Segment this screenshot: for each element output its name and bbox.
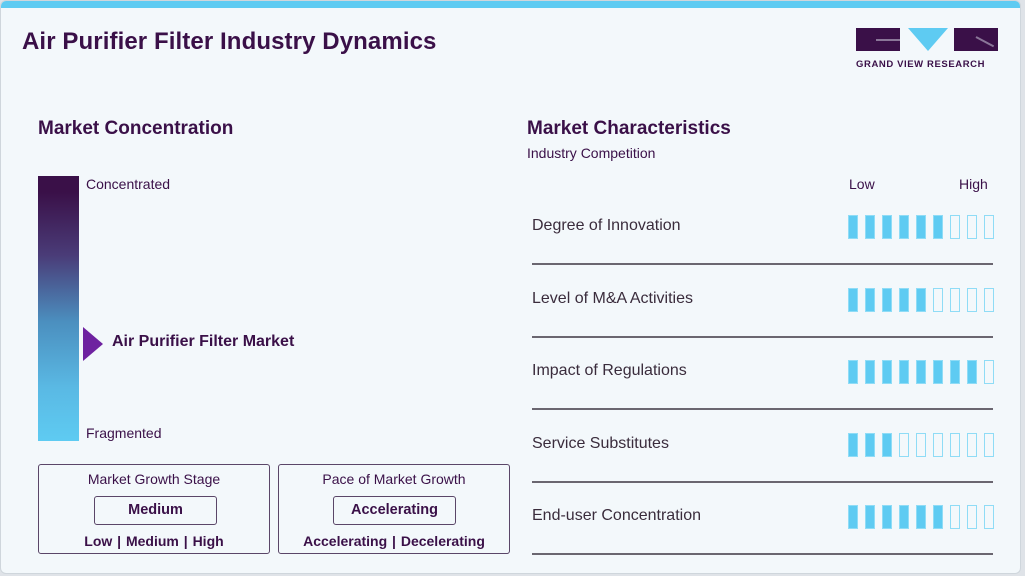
growth-stage-value: Medium (94, 496, 217, 525)
level-bar-empty-icon (984, 215, 994, 239)
level-bar-filled-icon (933, 215, 943, 239)
level-bar-filled-icon (882, 215, 892, 239)
level-bar-filled-icon (916, 288, 926, 312)
row-divider (532, 408, 993, 410)
level-bar-filled-icon (950, 360, 960, 384)
market-concentration-title: Market Concentration (38, 118, 234, 139)
logo-v-triangle-icon (908, 28, 948, 51)
level-bar-filled-icon (848, 505, 858, 529)
industry-competition-subtitle: Industry Competition (527, 145, 656, 161)
level-bar-filled-icon (865, 433, 875, 457)
level-bar-filled-icon (933, 360, 943, 384)
level-bar-empty-icon (950, 505, 960, 529)
concentrated-label: Concentrated (86, 176, 171, 192)
row-divider (532, 263, 993, 265)
row-divider (532, 336, 993, 338)
growth-stage-title: Market Growth Stage (87, 471, 221, 487)
level-meter (848, 288, 994, 312)
characteristic-label: Degree of Innovation (532, 217, 681, 234)
level-bar-filled-icon (967, 360, 977, 384)
level-bar-empty-icon (950, 433, 960, 457)
characteristic-label: Level of M&A Activities (532, 290, 693, 307)
level-bar-filled-icon (899, 505, 909, 529)
level-bar-empty-icon (916, 433, 926, 457)
characteristic-row: Impact of Regulations (532, 336, 994, 410)
scale-low-label: Low (849, 176, 875, 192)
row-divider (532, 481, 993, 483)
level-bar-empty-icon (984, 505, 994, 529)
level-bar-empty-icon (984, 288, 994, 312)
page-title: Air Purifier Filter Industry Dynamics (22, 28, 437, 55)
level-meter (848, 215, 994, 239)
level-bar-filled-icon (882, 360, 892, 384)
level-bar-filled-icon (933, 505, 943, 529)
market-position-marker-icon (83, 327, 103, 361)
concentration-gradient-bar (38, 176, 79, 441)
level-bar-filled-icon (899, 215, 909, 239)
level-bar-filled-icon (865, 288, 875, 312)
level-meter (848, 433, 994, 457)
level-bar-empty-icon (950, 215, 960, 239)
grand-view-research-logo: GRAND VIEW RESEARCH (856, 28, 998, 72)
level-bar-filled-icon (848, 360, 858, 384)
growth-pace-title: Pace of Market Growth (322, 471, 466, 487)
level-bar-filled-icon (865, 505, 875, 529)
characteristic-row: Service Substitutes (532, 409, 994, 483)
fragmented-label: Fragmented (86, 425, 162, 441)
logo-text: GRAND VIEW RESEARCH (856, 59, 986, 70)
level-bar-empty-icon (967, 215, 977, 239)
level-bar-filled-icon (848, 215, 858, 239)
row-divider (532, 553, 993, 555)
level-bar-empty-icon (899, 433, 909, 457)
growth-pace-options: Accelerating | Decelerating (303, 533, 485, 549)
level-bar-empty-icon (967, 505, 977, 529)
logo-g-block-icon (856, 28, 900, 51)
growth-pace-value: Accelerating (333, 496, 456, 525)
level-bar-filled-icon (916, 215, 926, 239)
growth-stage-options: Low | Medium | High (84, 533, 224, 549)
market-position-label: Air Purifier Filter Market (112, 333, 295, 350)
level-bar-filled-icon (899, 360, 909, 384)
level-bar-empty-icon (984, 433, 994, 457)
characteristic-label: Impact of Regulations (532, 362, 687, 379)
level-bar-filled-icon (882, 433, 892, 457)
characteristic-row: Degree of Innovation (532, 191, 994, 265)
level-bar-filled-icon (848, 433, 858, 457)
scale-high-label: High (959, 176, 988, 192)
characteristic-label: End-user Concentration (532, 507, 701, 524)
level-bar-filled-icon (882, 288, 892, 312)
pace-of-growth-box: Pace of Market Growth Accelerating Accel… (278, 464, 510, 554)
level-bar-empty-icon (933, 433, 943, 457)
level-bar-empty-icon (967, 288, 977, 312)
level-bar-empty-icon (950, 288, 960, 312)
market-growth-stage-box: Market Growth Stage Medium Low | Medium … (38, 464, 270, 554)
level-bar-empty-icon (933, 288, 943, 312)
logo-r-block-icon (954, 28, 998, 51)
level-bar-empty-icon (984, 360, 994, 384)
market-characteristics-title: Market Characteristics (527, 118, 731, 139)
level-bar-filled-icon (865, 360, 875, 384)
level-bar-filled-icon (899, 288, 909, 312)
level-bar-filled-icon (916, 360, 926, 384)
level-bar-filled-icon (916, 505, 926, 529)
level-meter (848, 360, 994, 384)
level-meter (848, 505, 994, 529)
characteristic-row: End-user Concentration (532, 481, 994, 555)
characteristic-label: Service Substitutes (532, 435, 669, 452)
top-accent-bar (1, 1, 1020, 8)
characteristic-row: Level of M&A Activities (532, 264, 994, 338)
level-bar-filled-icon (848, 288, 858, 312)
level-bar-filled-icon (865, 215, 875, 239)
level-bar-filled-icon (882, 505, 892, 529)
level-bar-empty-icon (967, 433, 977, 457)
